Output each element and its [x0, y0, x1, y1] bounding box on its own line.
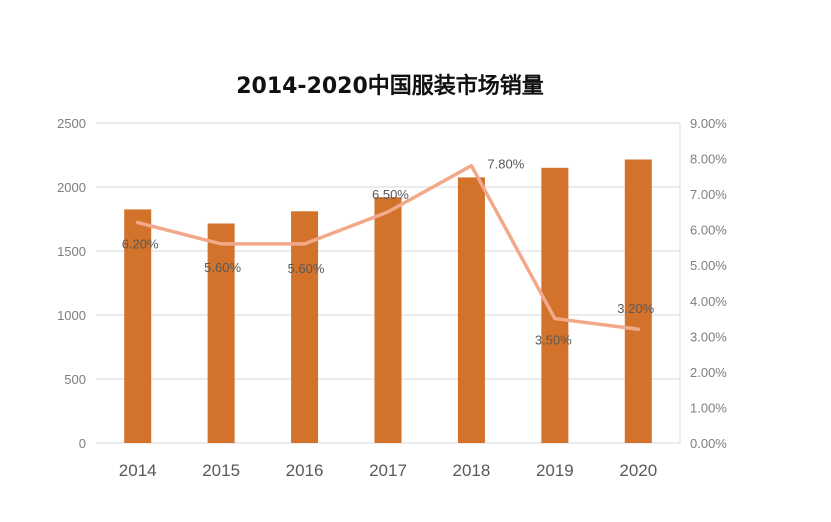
- x-tick-label: 2020: [619, 461, 657, 480]
- bar: [124, 209, 152, 443]
- growth-line-series: [135, 163, 641, 331]
- data-label: 5.60%: [204, 260, 241, 275]
- right-tick-label: 8.00%: [690, 152, 727, 167]
- left-tick-label: 500: [64, 372, 86, 387]
- right-tick-label: 0.00%: [690, 436, 727, 451]
- data-label: 6.20%: [122, 237, 159, 252]
- right-tick-label: 6.00%: [690, 223, 727, 238]
- data-labels: 6.20% 5.60% 5.60% 6.50% 7.80% 3.50% 3.20%: [122, 157, 655, 348]
- bar: [374, 197, 402, 443]
- right-axis: 0.00% 1.00% 2.00% 3.00% 4.00% 5.00% 6.00% 7.00%…: [690, 116, 727, 451]
- bar: [291, 211, 319, 443]
- data-label: 3.50%: [535, 333, 572, 348]
- right-tick-label: 2.00%: [690, 365, 727, 380]
- right-tick-label: 7.00%: [690, 187, 727, 202]
- x-tick-label: 2016: [286, 461, 324, 480]
- right-tick-label: 3.00%: [690, 329, 727, 344]
- left-tick-label: 1500: [57, 244, 86, 259]
- x-tick-label: 2019: [536, 461, 574, 480]
- data-label: 5.60%: [288, 261, 325, 276]
- right-tick-label: 9.00%: [690, 116, 727, 131]
- bar: [541, 167, 569, 444]
- data-label: 7.80%: [487, 157, 524, 172]
- right-tick-label: 4.00%: [690, 294, 727, 309]
- left-tick-label: 0: [79, 436, 86, 451]
- left-tick-label: 2500: [57, 116, 86, 131]
- x-tick-label: 2018: [453, 461, 491, 480]
- right-tick-label: 5.00%: [690, 258, 727, 273]
- data-label: 6.50%: [372, 187, 409, 202]
- chart-title: 2014-2020中国服装市场销量: [236, 73, 544, 99]
- bar-series: [124, 159, 652, 444]
- right-tick-label: 1.00%: [690, 400, 727, 415]
- x-tick-label: 2015: [202, 461, 240, 480]
- bar: [624, 159, 652, 444]
- data-label: 3.20%: [617, 301, 654, 316]
- bar: [457, 177, 485, 443]
- x-tick-label: 2014: [119, 461, 157, 480]
- x-tick-label: 2017: [369, 461, 407, 480]
- left-axis: 0 500 1000 1500 2000 2500: [57, 116, 86, 451]
- x-axis: 2014 2015 2016 2017 2018 2019 2020: [119, 461, 657, 480]
- bar: [207, 223, 235, 443]
- left-tick-label: 1000: [57, 308, 86, 323]
- left-tick-label: 2000: [57, 180, 86, 195]
